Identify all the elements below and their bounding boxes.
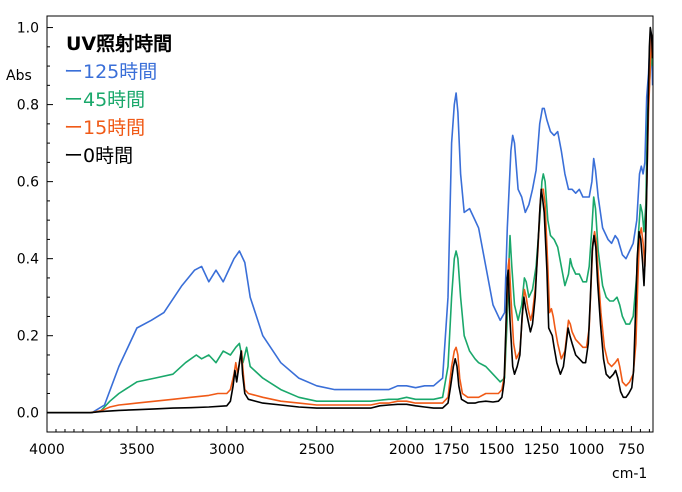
x-tick-label-0: 4000 <box>29 442 65 458</box>
y-tick-label-2: 0.4 <box>17 252 39 268</box>
x-tick-label-5: 1750 <box>434 442 470 458</box>
x-tick-label-1: 3500 <box>119 442 155 458</box>
x-tick-label-9: 750 <box>618 442 645 458</box>
x-tick-label-4: 2000 <box>389 442 425 458</box>
y-tick-label-3: 0.6 <box>17 175 39 191</box>
y-tick-label-1: 0.2 <box>17 329 39 345</box>
x-tick-label-8: 1000 <box>569 442 605 458</box>
legend-title: UV照射時間 <box>66 32 172 55</box>
series-line-0 <box>47 34 654 414</box>
series-layer <box>47 26 654 414</box>
legend-entry-45h: ー45時間 <box>64 89 145 111</box>
legend-entry-15h: ー15時間 <box>64 117 145 139</box>
legend-entry-0h: ー0時間 <box>64 145 133 167</box>
axes-layer: 4000 3500 3000 2500 2000 1750 1500 1250 1000 750 0… <box>17 21 650 458</box>
x-tick-label-2: 3000 <box>209 442 245 458</box>
x-tick-label-7: 1250 <box>524 442 560 458</box>
y-tick-label-4: 0.8 <box>17 98 39 114</box>
legend-entry-125h: ー125時間 <box>64 61 157 83</box>
x-tick-label-6: 1500 <box>479 442 515 458</box>
x-axis-label: cm-1 <box>612 466 647 482</box>
legend: UV照射時間 ー125時間 ー45時間 ー15時間 ー0時間 <box>64 32 172 167</box>
x-tick-label-3: 2500 <box>299 442 335 458</box>
y-tick-label-0: 0.0 <box>17 406 39 422</box>
y-axis-label: Abs <box>6 68 32 84</box>
y-tick-label-5: 1.0 <box>17 21 39 37</box>
series-line-3 <box>47 26 654 414</box>
plot-frame <box>46 15 654 433</box>
